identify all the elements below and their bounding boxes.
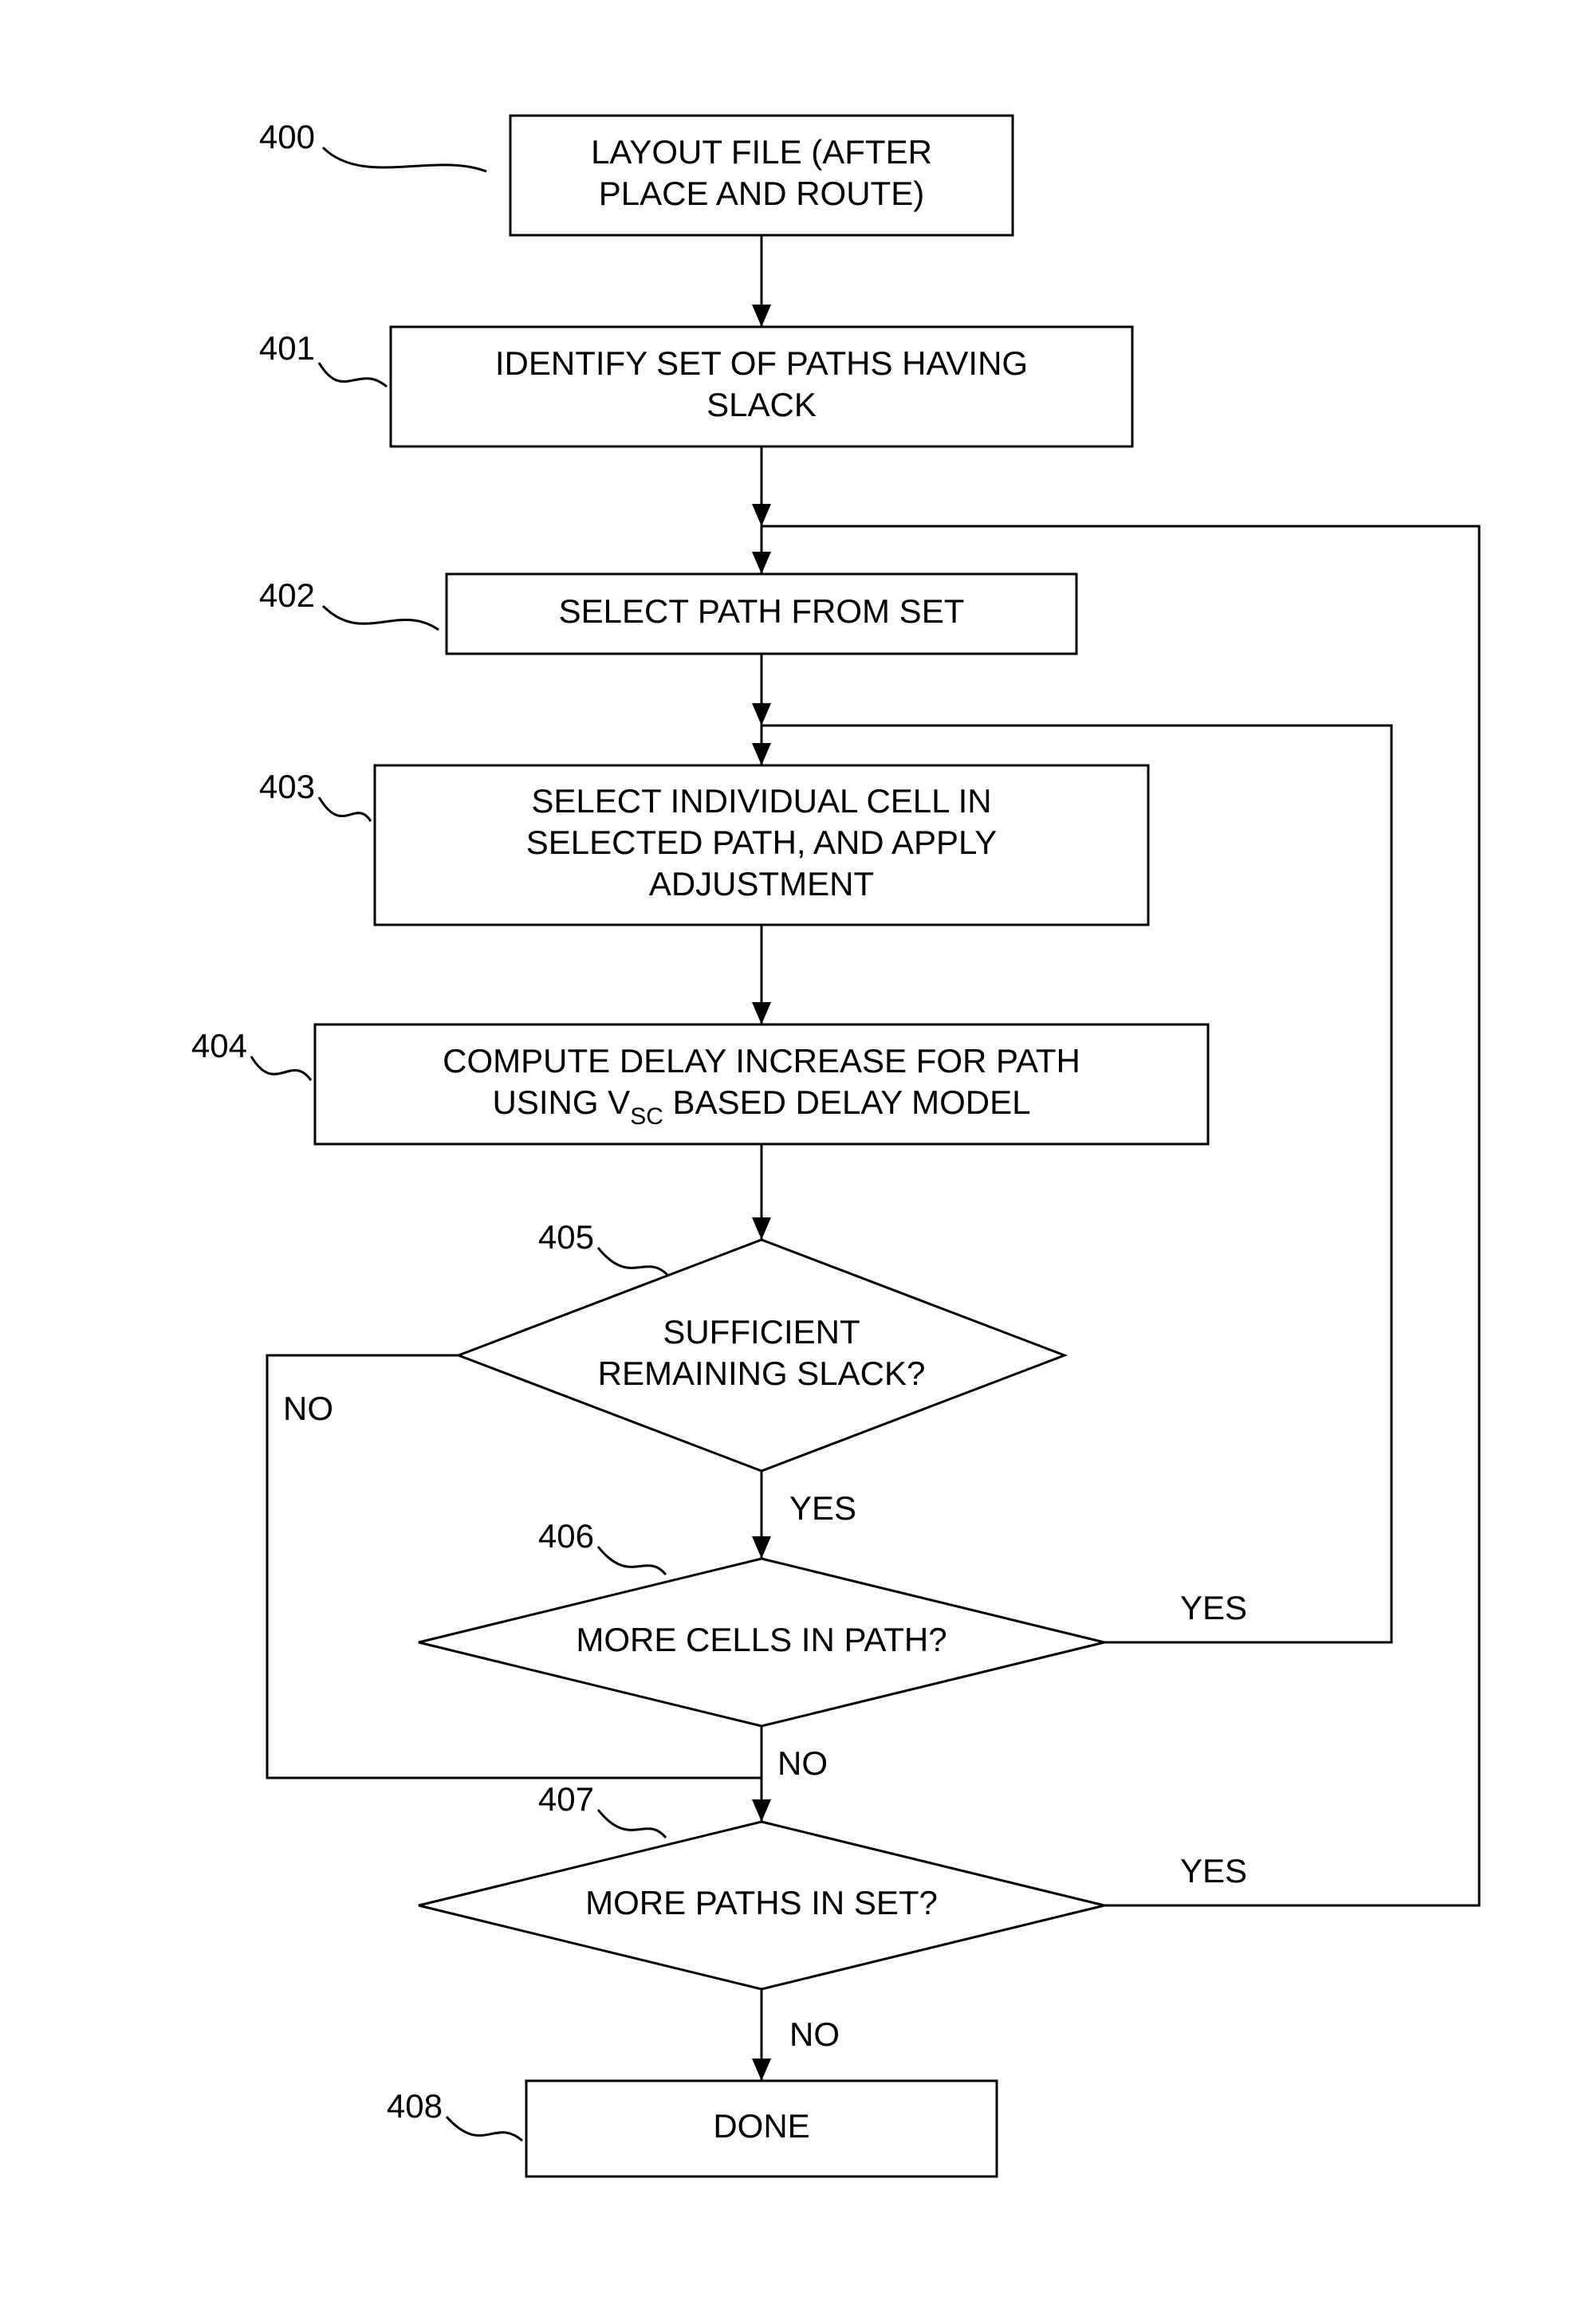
flow-decision-text: MORE CELLS IN PATH? [576, 1621, 947, 1658]
ref-leader [447, 2117, 522, 2141]
flow-box-text: IDENTIFY SET OF PATHS HAVING [495, 344, 1028, 382]
flow-box-text: DONE [713, 2107, 809, 2145]
ref-number: 402 [259, 576, 315, 614]
ref-leader [323, 147, 486, 171]
edge-label: YES [789, 1489, 856, 1527]
edge-label: NO [283, 1390, 333, 1427]
ref-leader [598, 1547, 666, 1575]
flow-box-text: SELECT PATH FROM SET [559, 592, 965, 630]
ref-number: 403 [259, 768, 315, 805]
ref-number: 406 [538, 1517, 594, 1555]
flow-decision-text: REMAINING SLACK? [598, 1355, 926, 1392]
ref-number: 401 [259, 329, 315, 367]
flow-box-text: SELECTED PATH, AND APPLY [526, 824, 998, 861]
ref-number: 400 [259, 118, 315, 155]
ref-number: 408 [387, 2087, 443, 2125]
flow-box-text: SELECT INDIVIDUAL CELL IN [531, 782, 991, 820]
ref-number: 407 [538, 1780, 594, 1818]
edge-label: NO [789, 2015, 840, 2053]
flow-box-text: ADJUSTMENT [649, 865, 874, 902]
ref-leader [598, 1248, 668, 1276]
ref-leader [323, 606, 439, 630]
edge-label: YES [1180, 1852, 1247, 1889]
flow-decision-text: SUFFICIENT [663, 1313, 860, 1351]
ref-leader [251, 1056, 311, 1080]
flow-box-text: SLACK [706, 386, 817, 423]
ref-leader [319, 797, 371, 821]
flow-box-text: COMPUTE DELAY INCREASE FOR PATH [443, 1042, 1080, 1079]
flow-box-text: PLACE AND ROUTE) [599, 175, 924, 212]
edge-label: YES [1180, 1589, 1247, 1626]
flow-decision-text: MORE PATHS IN SET? [585, 1884, 938, 1921]
edge-label: NO [777, 1744, 828, 1782]
ref-number: 405 [538, 1218, 594, 1256]
flow-box-text: LAYOUT FILE (AFTER [591, 133, 932, 171]
ref-leader [598, 1810, 666, 1838]
ref-number: 404 [191, 1027, 247, 1064]
ref-leader [319, 363, 387, 387]
